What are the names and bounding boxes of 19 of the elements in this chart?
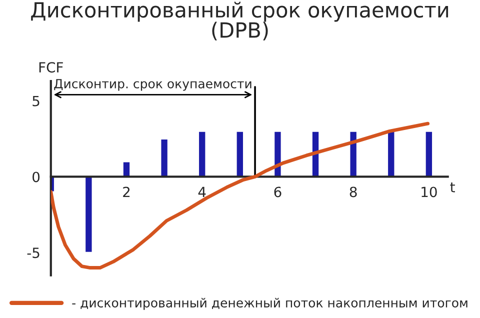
bar	[235, 130, 244, 178]
y-tick-label: -5	[27, 248, 40, 258]
bar	[160, 138, 169, 178]
y-tick-label: 0	[32, 172, 40, 182]
y-axis-title: FCF	[39, 62, 63, 73]
annotation: Дисконтир. срок окупаемости	[54, 79, 252, 91]
bar	[84, 176, 94, 254]
bar	[424, 130, 434, 178]
bar	[386, 130, 396, 178]
bar	[198, 130, 207, 178]
x-tick-label: 6	[274, 186, 282, 198]
legend-label: - дисконтированный денежный поток накопленным итогом	[72, 298, 468, 310]
x-tick-label: 10	[422, 186, 437, 198]
x-axis-title: t	[450, 182, 455, 192]
x-tick-label: 2	[123, 186, 130, 197]
chart-title: Дисконтированный срок окупаемости (DPB)	[31, 2, 448, 40]
y-tick-label: 5	[32, 96, 40, 106]
x-tick-label: 4	[198, 186, 206, 197]
x-tick-label: 8	[350, 186, 357, 198]
